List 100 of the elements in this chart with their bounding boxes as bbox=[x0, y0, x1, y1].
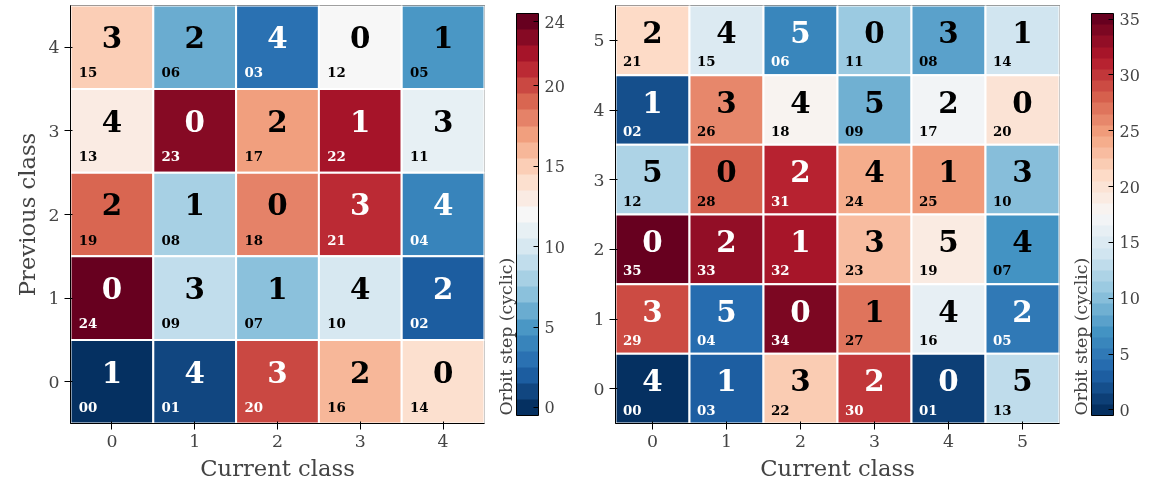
text: 0 11 bbox=[844, 14, 885, 70]
y-tick-label: 1 bbox=[48, 288, 60, 309]
x-axis-title: Current class bbox=[200, 454, 355, 481]
x-tick-label: 4 bbox=[437, 430, 449, 451]
text: 4 10 bbox=[327, 271, 371, 332]
text: 1 03 bbox=[696, 363, 737, 418]
x-tick-label: 1 bbox=[189, 430, 201, 451]
text: 5 04 bbox=[696, 293, 737, 348]
y-tick-label: 3 bbox=[593, 169, 605, 190]
text: 2 16 bbox=[327, 354, 371, 415]
y-tick-label: 3 bbox=[48, 120, 60, 141]
text: 4 18 bbox=[770, 84, 811, 139]
color-bar-label: 0 bbox=[544, 398, 555, 418]
text: 0 12 bbox=[327, 20, 371, 81]
text: 4 15 bbox=[696, 14, 737, 70]
text: 1 08 bbox=[161, 187, 205, 248]
y-tick-label: 1 bbox=[593, 309, 605, 329]
text: 3 21 bbox=[327, 187, 371, 248]
text: 4 03 bbox=[244, 20, 288, 81]
text: 1 22 bbox=[327, 103, 371, 164]
text: 2 05 bbox=[992, 293, 1033, 348]
color-bar-label: 20 bbox=[544, 76, 565, 96]
y-tick-label: 0 bbox=[48, 371, 60, 392]
y-tick-label: 4 bbox=[48, 37, 60, 58]
text: 4 13 bbox=[78, 103, 123, 164]
y-tick-label: 0 bbox=[593, 378, 605, 399]
x-tick-label: 0 bbox=[646, 430, 659, 451]
text: 0 20 bbox=[992, 84, 1033, 139]
text: 1 07 bbox=[244, 271, 288, 332]
x-tick-label: 2 bbox=[271, 430, 284, 451]
text: 3 26 bbox=[696, 84, 737, 139]
color-bar-label: 0 bbox=[1119, 400, 1130, 420]
text: 4 04 bbox=[409, 187, 454, 248]
text: 4 24 bbox=[844, 154, 885, 209]
text: 0 24 bbox=[78, 271, 123, 332]
text: 1 25 bbox=[918, 154, 959, 209]
text: 3 20 bbox=[244, 354, 288, 415]
y-tick-label: 4 bbox=[593, 100, 605, 120]
color-bar-label: 24 bbox=[544, 12, 565, 32]
text: 3 10 bbox=[992, 154, 1033, 209]
text: 2 02 bbox=[409, 271, 454, 332]
color-bar-label: 5 bbox=[1119, 345, 1130, 365]
text: 3 29 bbox=[622, 293, 663, 348]
text: 2 21 bbox=[622, 14, 663, 70]
text: 1 32 bbox=[770, 223, 811, 279]
text: 0 14 bbox=[409, 354, 454, 415]
text: 1 02 bbox=[622, 84, 663, 139]
text: 0 35 bbox=[622, 223, 663, 279]
text: 5 06 bbox=[770, 14, 811, 70]
color-bar-label: 10 bbox=[544, 237, 565, 257]
color-bar-label: 15 bbox=[1119, 233, 1140, 253]
y-tick-label: 5 bbox=[593, 30, 605, 51]
x-tick-label: 2 bbox=[794, 430, 807, 451]
color-bar-label: 20 bbox=[1119, 177, 1140, 197]
text: 4 01 bbox=[161, 354, 205, 415]
text: 1 00 bbox=[78, 354, 123, 415]
text: 1 05 bbox=[409, 20, 454, 81]
x-axis-title: Current class bbox=[760, 454, 915, 481]
text: 4 00 bbox=[622, 363, 663, 418]
text: 5 13 bbox=[992, 363, 1033, 418]
text: 3 09 bbox=[161, 271, 205, 332]
text: 0 34 bbox=[770, 293, 811, 348]
text: 4 07 bbox=[992, 223, 1033, 279]
text: 2 17 bbox=[918, 84, 959, 139]
color-bar-label: 35 bbox=[1119, 10, 1140, 30]
x-tick-label: 3 bbox=[354, 430, 366, 451]
text: 1 14 bbox=[992, 14, 1033, 70]
x-tick-label: 5 bbox=[1016, 430, 1029, 451]
y-axis-title: Previous class bbox=[14, 132, 41, 297]
text: 0 28 bbox=[696, 154, 737, 209]
color-bar-title: Orbit step (cyclic) bbox=[495, 257, 516, 416]
text: 3 11 bbox=[409, 103, 454, 164]
text: 2 19 bbox=[78, 187, 123, 248]
color-bar-title: Orbit step (cyclic) bbox=[1070, 257, 1091, 416]
text: 5 09 bbox=[844, 84, 885, 139]
y-tick-label: 2 bbox=[593, 239, 605, 260]
color-bar-label: 10 bbox=[1119, 289, 1140, 309]
color-bar-label: 15 bbox=[544, 157, 565, 177]
text: 3 15 bbox=[78, 20, 123, 81]
text: 2 31 bbox=[770, 154, 811, 209]
text: 3 23 bbox=[844, 223, 885, 279]
text: 0 23 bbox=[161, 103, 205, 164]
text: 2 17 bbox=[244, 103, 288, 164]
text: 0 18 bbox=[244, 187, 288, 248]
text: 3 08 bbox=[918, 14, 959, 70]
text: 2 06 bbox=[161, 20, 205, 81]
text: 2 30 bbox=[844, 363, 885, 418]
x-tick-label: 3 bbox=[868, 430, 881, 451]
text: 5 19 bbox=[918, 223, 959, 279]
text: 0 01 bbox=[918, 363, 959, 418]
color-bar-label: 30 bbox=[1119, 65, 1140, 85]
color-bar-label: 5 bbox=[544, 318, 555, 338]
x-tick-label: 4 bbox=[942, 430, 955, 451]
color-bar-label: 25 bbox=[1119, 121, 1140, 141]
text: 2 33 bbox=[696, 223, 737, 279]
text: 1 27 bbox=[844, 293, 885, 348]
x-tick-label: 1 bbox=[720, 430, 733, 451]
y-tick-label: 2 bbox=[48, 204, 60, 225]
text: 4 16 bbox=[918, 293, 959, 348]
text: 3 22 bbox=[770, 363, 811, 418]
